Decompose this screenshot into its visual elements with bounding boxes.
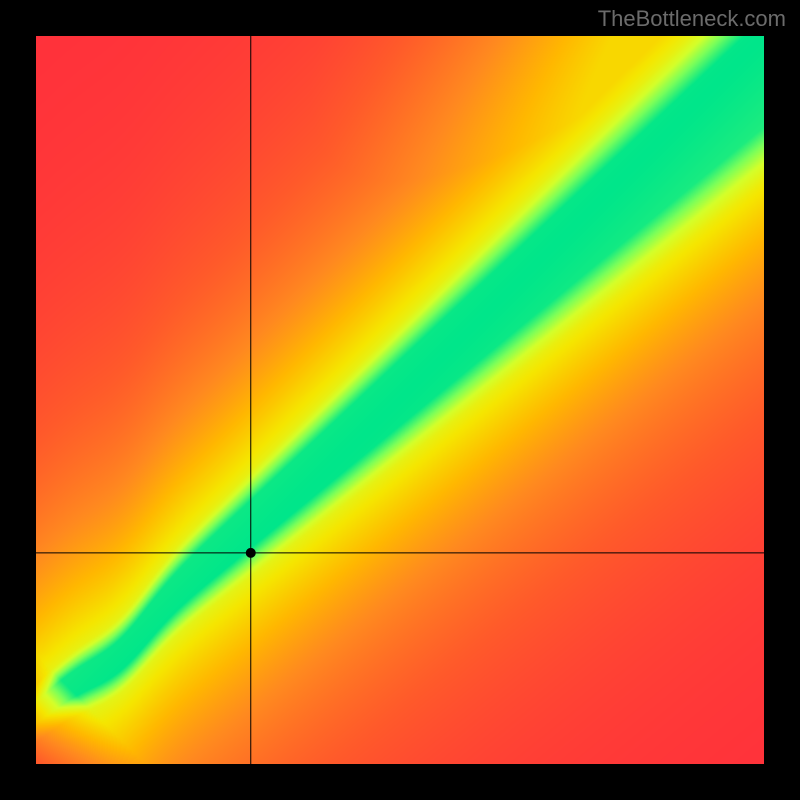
plot-area (36, 36, 764, 764)
heatmap-canvas (36, 36, 764, 764)
chart-container: TheBottleneck.com (0, 0, 800, 800)
watermark-text: TheBottleneck.com (598, 6, 786, 32)
